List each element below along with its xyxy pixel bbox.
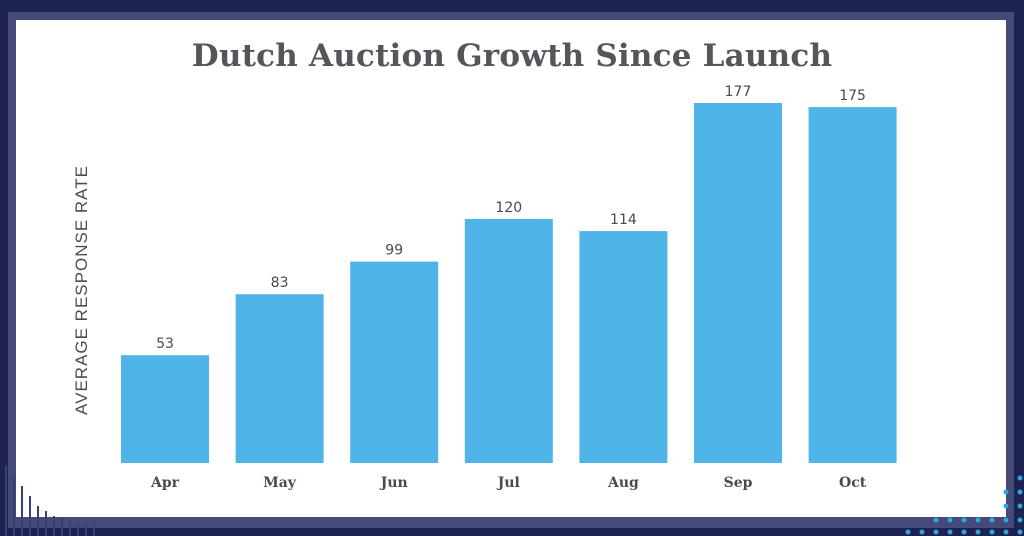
x-tick-label-sep: Sep bbox=[724, 475, 753, 491]
decorative-lines bbox=[5, 466, 95, 536]
decorative-dots bbox=[905, 475, 1023, 535]
x-tick-label-jul: Jul bbox=[496, 475, 520, 491]
data-label-jun: 99 bbox=[385, 243, 403, 259]
chart-title: Dutch Auction Growth Since Launch bbox=[191, 38, 833, 74]
data-label-may: 83 bbox=[271, 275, 289, 291]
data-label-aug: 114 bbox=[610, 212, 637, 228]
bar-aug bbox=[579, 231, 668, 463]
bar-oct bbox=[808, 107, 897, 463]
bar-sep bbox=[694, 103, 782, 463]
data-label-sep: 177 bbox=[725, 84, 752, 100]
x-tick-label-may: May bbox=[263, 475, 297, 491]
data-label-jul: 120 bbox=[495, 200, 522, 216]
bar-jul bbox=[464, 218, 553, 463]
bar-apr bbox=[121, 355, 209, 463]
data-label-apr: 53 bbox=[156, 336, 174, 352]
x-tick-label-oct: Oct bbox=[839, 475, 867, 491]
x-tick-label-apr: Apr bbox=[150, 475, 180, 491]
data-label-oct: 175 bbox=[839, 88, 866, 104]
x-tick-label-jun: Jun bbox=[379, 475, 408, 491]
bar-may bbox=[235, 294, 324, 463]
x-tick-label-aug: Aug bbox=[607, 475, 639, 491]
bar-jun bbox=[350, 261, 439, 463]
